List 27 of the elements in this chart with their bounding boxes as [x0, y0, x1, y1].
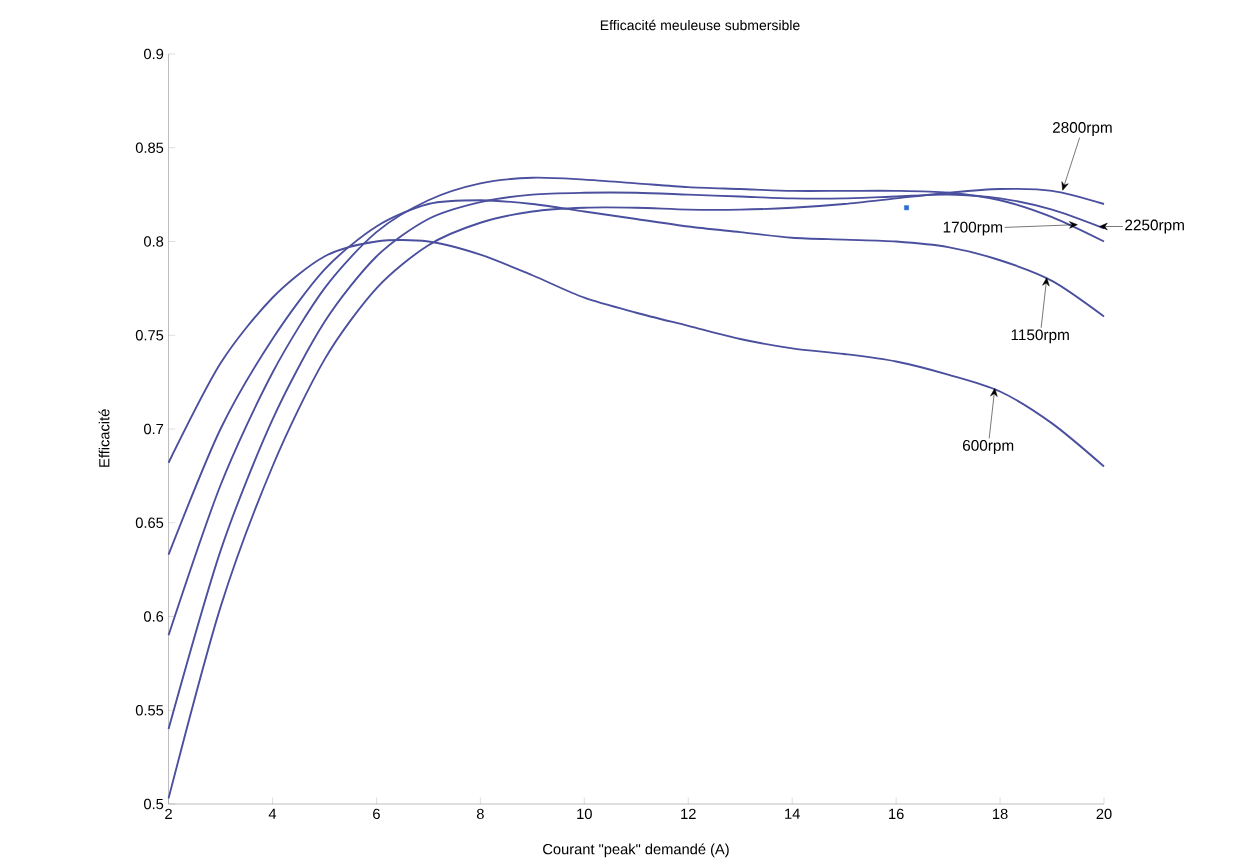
x-tick-label: 2	[165, 808, 172, 819]
y-tick-label: 0.8	[144, 236, 164, 247]
x-tick-label: 12	[681, 808, 696, 819]
y-tick-label: 0.55	[135, 705, 164, 716]
y-tick-label: 0.6	[144, 611, 164, 622]
y-tick-label: 0.65	[135, 517, 164, 528]
x-tick-label: 14	[785, 808, 800, 819]
x-tick-label: 8	[476, 808, 484, 820]
x-tick-label: 4	[268, 808, 277, 819]
y-tick-label: 0.7	[144, 423, 164, 435]
annotation: 2800rpm	[1052, 122, 1112, 136]
y-tick-label: 0.85	[135, 142, 164, 153]
annotation: 1700rpm	[943, 221, 1003, 236]
x-tick-label: 6	[373, 808, 380, 820]
x-tick-label: 20	[1096, 808, 1112, 820]
y-axis-title: Efficacité	[98, 409, 110, 467]
annotation: 1150rpm	[1011, 329, 1069, 344]
x-tick-label: 18	[993, 808, 1008, 820]
x-axis-title: Courant "peak" demandé (A)	[543, 843, 729, 858]
y-tick-label: 0.9	[144, 48, 164, 60]
y-tick-label: 0.75	[135, 330, 164, 341]
annotation: 2250rpm	[1125, 219, 1184, 234]
y-tick-label: 0.5	[144, 798, 164, 810]
x-tick-label: 16	[889, 808, 904, 820]
chart-title: Efficacité meuleuse submersible	[600, 19, 800, 31]
x-tick-label: 10	[577, 808, 592, 820]
annotation: 600rpm	[962, 440, 1014, 454]
